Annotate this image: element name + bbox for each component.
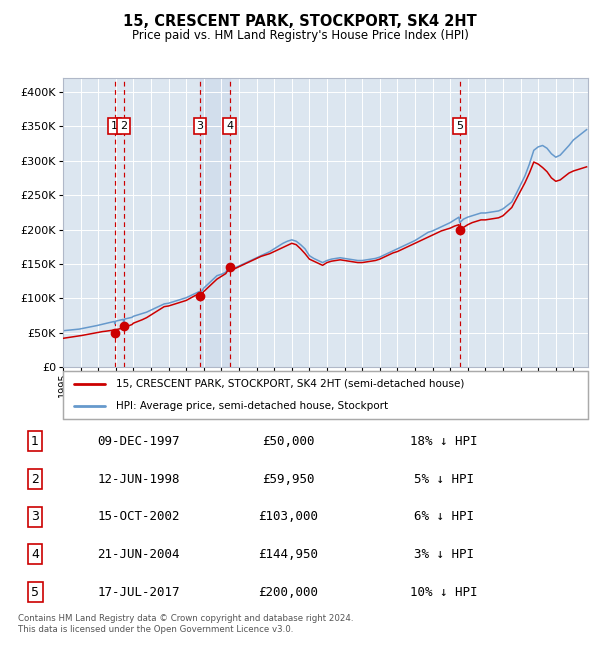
Text: 2: 2 (31, 473, 39, 486)
Text: 1: 1 (111, 121, 118, 131)
Text: 15, CRESCENT PARK, STOCKPORT, SK4 2HT (semi-detached house): 15, CRESCENT PARK, STOCKPORT, SK4 2HT (s… (115, 379, 464, 389)
Text: HPI: Average price, semi-detached house, Stockport: HPI: Average price, semi-detached house,… (115, 401, 388, 411)
Text: 1: 1 (31, 435, 39, 448)
Text: 10% ↓ HPI: 10% ↓ HPI (410, 586, 478, 599)
Text: 18% ↓ HPI: 18% ↓ HPI (410, 435, 478, 448)
Text: £59,950: £59,950 (262, 473, 315, 486)
Text: 5: 5 (456, 121, 463, 131)
Text: 5% ↓ HPI: 5% ↓ HPI (414, 473, 474, 486)
Text: 2: 2 (120, 121, 127, 131)
Text: 15, CRESCENT PARK, STOCKPORT, SK4 2HT: 15, CRESCENT PARK, STOCKPORT, SK4 2HT (123, 14, 477, 29)
Text: Contains HM Land Registry data © Crown copyright and database right 2024.
This d: Contains HM Land Registry data © Crown c… (18, 614, 353, 634)
Text: 17-JUL-2017: 17-JUL-2017 (97, 586, 180, 599)
Text: 09-DEC-1997: 09-DEC-1997 (97, 435, 180, 448)
Text: 3% ↓ HPI: 3% ↓ HPI (414, 548, 474, 561)
Text: 3: 3 (197, 121, 203, 131)
Text: £200,000: £200,000 (259, 586, 319, 599)
Text: 12-JUN-1998: 12-JUN-1998 (97, 473, 180, 486)
Text: 15-OCT-2002: 15-OCT-2002 (97, 510, 180, 523)
Text: Price paid vs. HM Land Registry's House Price Index (HPI): Price paid vs. HM Land Registry's House … (131, 29, 469, 42)
Text: £103,000: £103,000 (259, 510, 319, 523)
Bar (200, 78, 230, 367)
Text: £50,000: £50,000 (262, 435, 315, 448)
Text: 4: 4 (31, 548, 39, 561)
Text: 6% ↓ HPI: 6% ↓ HPI (414, 510, 474, 523)
Text: 5: 5 (31, 586, 39, 599)
Text: 4: 4 (226, 121, 233, 131)
Text: £144,950: £144,950 (259, 548, 319, 561)
Text: 3: 3 (31, 510, 39, 523)
Text: 21-JUN-2004: 21-JUN-2004 (97, 548, 180, 561)
